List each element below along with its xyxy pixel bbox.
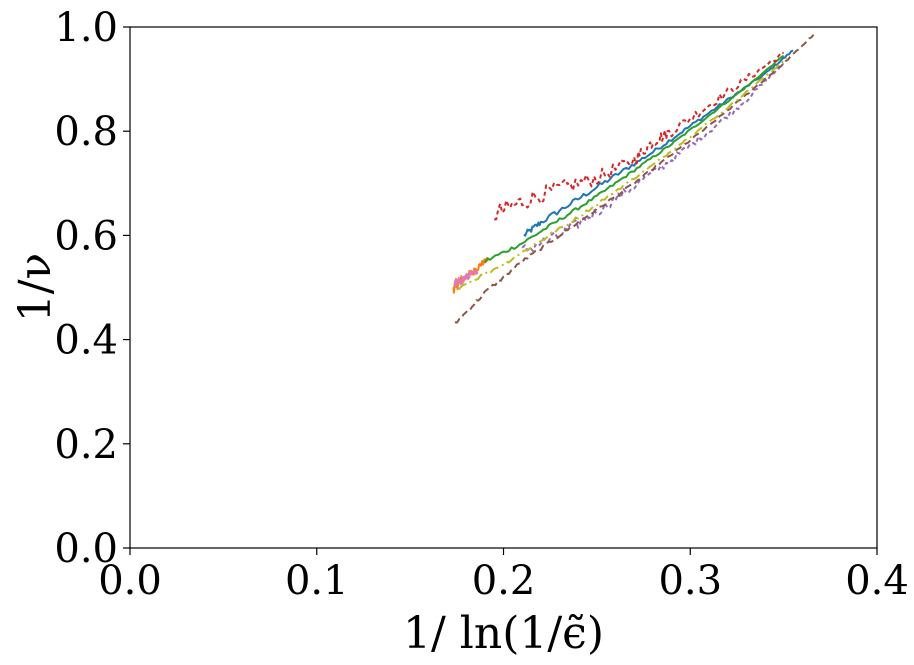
plot-series-layer [452,34,815,324]
series-line-2 [452,257,490,294]
y-tick-label: 0.6 [54,213,118,259]
series-line-4 [494,51,784,221]
x-tick-label: 0.3 [658,558,722,604]
series-line-8 [457,57,789,291]
y-tick-label: 0.8 [54,109,118,155]
y-tick-label: 0.2 [54,422,118,468]
y-tick-label: 1.0 [54,5,118,51]
tick-layer: 0.0 0.1 0.2 0.3 0.4 0.0 0.2 0.4 0.6 0.8 1.0 [54,5,908,604]
series-line-7 [453,269,479,289]
series-line-3 [484,54,785,263]
x-tick-label: 0.2 [472,558,536,604]
series-line-6 [454,34,815,324]
y-tick-label: 0.0 [54,526,118,572]
y-tick-label: 0.4 [54,318,118,364]
y-axis-label: 1/ν [10,253,61,323]
x-tick-label: 0.4 [845,558,909,604]
x-tick-label: 0.1 [285,558,349,604]
plot-frame [129,26,878,549]
series-line-1 [523,49,794,237]
x-axis-label: 1/ ln(1/ϵ̃) [403,608,604,659]
x-tick-label: 0.0 [98,558,162,604]
